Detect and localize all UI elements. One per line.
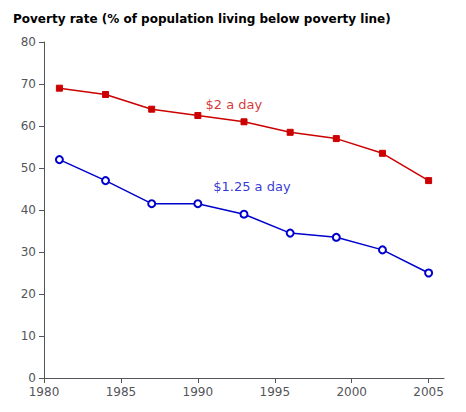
svg-text:1985: 1985 (106, 385, 137, 399)
svg-text:1990: 1990 (183, 385, 214, 399)
svg-text:50: 50 (21, 161, 36, 175)
svg-text:20: 20 (21, 287, 36, 301)
svg-text:1995: 1995 (259, 385, 290, 399)
svg-text:30: 30 (21, 245, 36, 259)
svg-text:70: 70 (21, 77, 36, 91)
svg-text:10: 10 (21, 329, 36, 343)
svg-text:$2 a day: $2 a day (206, 97, 263, 112)
svg-text:$1.25 a day: $1.25 a day (213, 179, 291, 194)
svg-text:2000: 2000 (336, 385, 367, 399)
svg-text:60: 60 (21, 119, 36, 133)
svg-text:Poverty rate (% of population: Poverty rate (% of population living bel… (13, 12, 391, 26)
svg-text:0: 0 (28, 371, 36, 385)
svg-text:80: 80 (21, 35, 36, 49)
svg-text:1980: 1980 (29, 385, 60, 399)
svg-text:2005: 2005 (413, 385, 444, 399)
svg-text:40: 40 (21, 203, 36, 217)
